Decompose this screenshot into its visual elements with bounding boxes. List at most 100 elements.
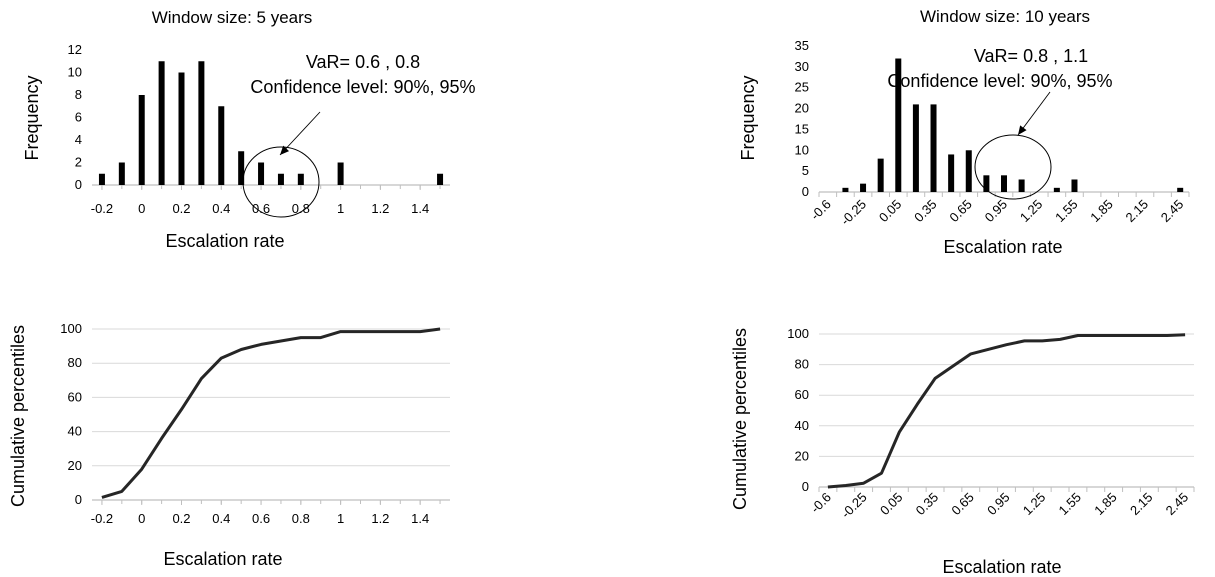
y-tick-label: 10 (68, 65, 82, 80)
x-axis-title: Escalation rate (942, 557, 1061, 577)
bar (877, 158, 884, 192)
x-tick-label: 2.45 (1158, 197, 1187, 226)
y-tick-label: 20 (795, 448, 809, 463)
x-tick-label: 1 (337, 201, 344, 216)
y-axis-title: Frequency (738, 75, 758, 160)
x-tick-label: 1.55 (1056, 490, 1085, 519)
chart-histogram-10-years: Window size: 10 years 0 5 10 15 20 25 30 35 -0.6-… (738, 7, 1190, 257)
x-axis-title: Escalation rate (943, 237, 1062, 257)
y-tick-label: 40 (68, 424, 82, 439)
bar (860, 183, 867, 192)
bar (842, 187, 849, 192)
y-tick-label: 80 (68, 355, 82, 370)
x-tick-label: 1.55 (1052, 197, 1081, 226)
x-tick-label: 1.25 (1020, 490, 1049, 519)
x-tick-label: -0.2 (91, 511, 113, 526)
var-annotation: VaR= 0.8 , 1.1 (974, 46, 1088, 66)
y-tick-label: 30 (795, 59, 809, 74)
x-tick-label: 0.35 (911, 197, 940, 226)
bar (1001, 175, 1007, 192)
x-tick-label: 2.15 (1123, 197, 1152, 226)
x-tick-label: 1 (337, 511, 344, 526)
y-tick-label: 6 (75, 110, 82, 125)
annotation-arrow-head (280, 145, 290, 155)
var-annotation: VaR= 0.6 , 0.8 (306, 52, 420, 72)
y-tick-label: 4 (75, 132, 82, 147)
y-tick-label: 10 (795, 142, 809, 157)
x-tick-label: -0.2 (91, 201, 113, 216)
bar (895, 58, 902, 193)
y-tick-label: 5 (802, 163, 809, 178)
x-tick-label: 0.6 (252, 511, 270, 526)
bar (118, 162, 125, 185)
bar (297, 173, 304, 185)
bar (337, 162, 344, 185)
bar (138, 95, 145, 185)
x-axis-title: Escalation rate (163, 549, 282, 569)
x-tick-label: 2.45 (1163, 490, 1192, 519)
x-tick-label: -0.25 (838, 197, 870, 229)
annotation-circle (974, 134, 1052, 200)
bar (178, 72, 185, 185)
bar (238, 151, 245, 185)
x-tick-label: 0.35 (913, 490, 942, 519)
bar (1071, 179, 1078, 192)
x-tick-label: 1.85 (1091, 490, 1120, 519)
y-tick-label: 0 (802, 479, 809, 494)
x-axis-title: Escalation rate (165, 231, 284, 251)
x-tick-label: 0.6 (252, 201, 270, 216)
y-tick-label: 60 (795, 387, 809, 402)
x-tick-label: -0.6 (807, 197, 833, 223)
y-tick-label: 0 (75, 492, 82, 507)
y-tick-label: 100 (787, 326, 809, 341)
x-tick-label: 0.65 (946, 197, 975, 226)
chart-title: Window size: 10 years (920, 7, 1090, 26)
y-tick-label: 35 (795, 38, 809, 53)
bar (1177, 187, 1184, 192)
y-tick-label: 0 (802, 184, 809, 199)
bar (983, 175, 990, 192)
series-line (827, 333, 1186, 489)
x-tick-label: 0.4 (212, 511, 230, 526)
y-axis-title: Cumulative percentiles (730, 328, 750, 510)
bar (948, 154, 955, 192)
x-tick-label: 2.15 (1127, 490, 1156, 519)
x-tick-label: 0.05 (876, 197, 905, 226)
bar (98, 173, 105, 185)
bar (218, 106, 225, 185)
confidence-annotation: Confidence level: 90%, 95% (887, 71, 1112, 91)
bar (277, 173, 284, 185)
y-tick-label: 0 (75, 177, 82, 192)
y-tick-label: 80 (795, 357, 809, 372)
y-tick-label: 40 (795, 418, 809, 433)
y-tick-label: 20 (68, 458, 82, 473)
bar (158, 61, 165, 185)
y-axis-title: Cumulative percentiles (8, 325, 28, 507)
x-tick-label: 1.4 (411, 511, 429, 526)
chart-histogram-5-years: Window size: 5 years 0 2 4 6 8 10 12 -0.2 0 0.2 0.4… (22, 8, 476, 251)
x-tick-label: 0.2 (172, 511, 190, 526)
bar (930, 104, 937, 192)
chart-title: Window size: 5 years (152, 8, 313, 27)
bar (198, 61, 205, 185)
annotation-circle (242, 146, 320, 218)
chart-cumulative-10-years: 0 20 40 60 80 100 -0.6 -0.25 0.05 0.35 0.65 0.95 1.2… (730, 326, 1195, 577)
x-tick-label: -0.6 (808, 490, 834, 516)
x-tick-label: -0.25 (838, 490, 870, 522)
y-tick-label: 20 (795, 101, 809, 116)
bar (258, 162, 265, 185)
x-tick-label: 0.05 (877, 490, 906, 519)
y-tick-label: 60 (68, 389, 82, 404)
x-tick-label: 0.8 (292, 201, 310, 216)
series-line (101, 327, 441, 499)
x-tick-label: 0.95 (984, 490, 1013, 519)
y-axis-title: Frequency (22, 75, 42, 160)
bar (1018, 179, 1025, 192)
bar (965, 150, 972, 192)
confidence-annotation: Confidence level: 90%, 95% (250, 77, 475, 97)
y-tick-label: 2 (75, 155, 82, 170)
y-tick-label: 12 (68, 42, 82, 57)
bar (437, 173, 444, 185)
bar (912, 104, 919, 192)
y-tick-label: 8 (75, 87, 82, 102)
